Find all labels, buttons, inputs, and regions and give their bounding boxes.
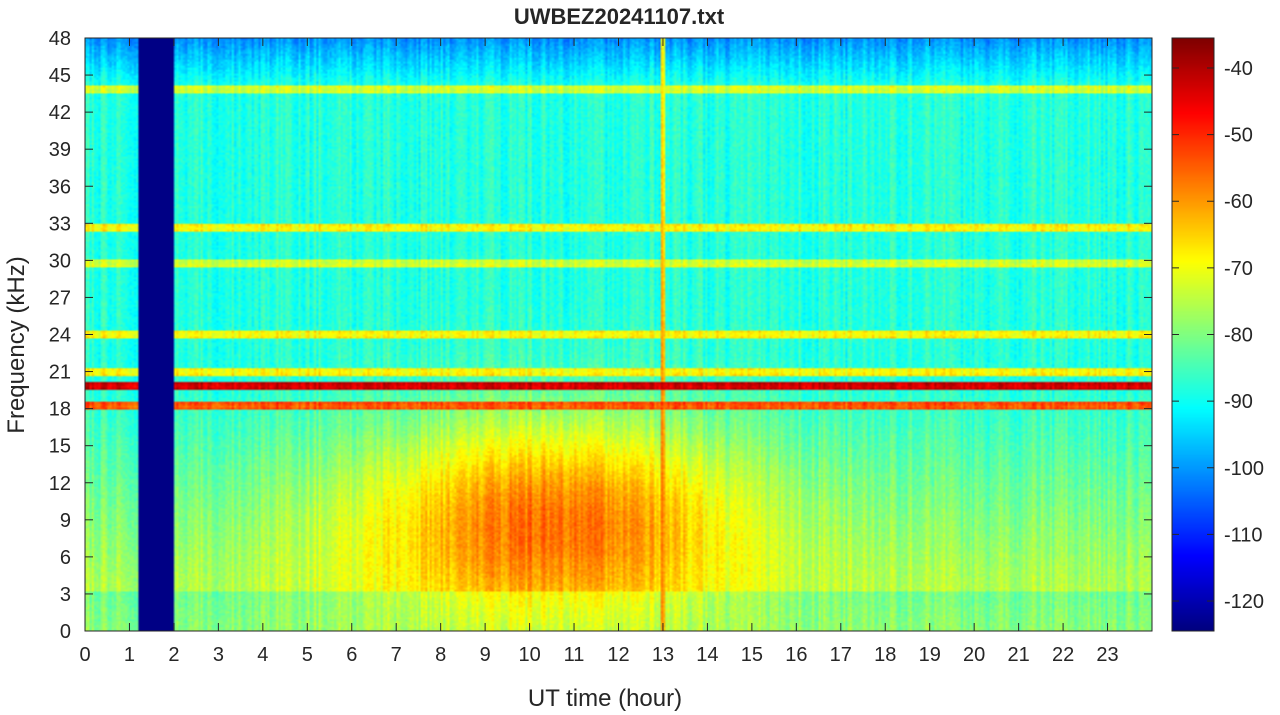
x-tick-label: 20 bbox=[963, 644, 985, 666]
y-tick-label: 24 bbox=[49, 325, 71, 347]
colorbar-tick-label: -90 bbox=[1224, 391, 1253, 413]
x-tick-label: 6 bbox=[346, 644, 357, 666]
y-tick-label: 33 bbox=[49, 213, 71, 235]
spectrogram-image bbox=[85, 38, 1152, 631]
x-tick-label: 7 bbox=[391, 644, 402, 666]
y-tick-label: 15 bbox=[49, 436, 71, 458]
x-tick-label: 23 bbox=[1096, 644, 1118, 666]
colorbar-tick-label: -110 bbox=[1224, 524, 1263, 546]
colorbar-tick-label: -100 bbox=[1224, 458, 1264, 480]
x-tick-label: 4 bbox=[257, 644, 268, 666]
y-tick-label: 18 bbox=[49, 399, 71, 421]
x-tick-label: 15 bbox=[741, 644, 763, 666]
colorbar-tick-label: -120 bbox=[1224, 591, 1264, 613]
x-tick-label: 10 bbox=[518, 644, 540, 666]
x-tick-label: 0 bbox=[79, 644, 90, 666]
y-tick-label: 9 bbox=[60, 510, 71, 532]
y-tick-label: 3 bbox=[60, 584, 71, 606]
x-tick-label: 16 bbox=[785, 644, 807, 666]
y-tick-label: 30 bbox=[49, 250, 71, 272]
colorbar-tick-label: -60 bbox=[1224, 191, 1253, 213]
colorbar: -40 -50 -60 -70 -80 -90 -100 -110 -120 bbox=[1171, 37, 1264, 632]
colorbar-ticks: -40 -50 -60 -70 -80 -90 -100 -110 -120 bbox=[1172, 58, 1264, 613]
x-tick-label: 2 bbox=[168, 644, 179, 666]
x-tick-label: 5 bbox=[302, 644, 313, 666]
x-tick-label: 13 bbox=[652, 644, 674, 666]
x-tick-label: 8 bbox=[435, 644, 446, 666]
colorbar-tick-label: -50 bbox=[1224, 125, 1253, 147]
y-tick-label: 45 bbox=[49, 65, 71, 87]
colorbar-tick-label: -80 bbox=[1224, 325, 1253, 347]
colorbar-tick-label: -40 bbox=[1224, 58, 1253, 80]
x-tick-label: 14 bbox=[696, 644, 718, 666]
y-axis-label: Frequency (kHz) bbox=[3, 256, 30, 433]
x-tick-label: 3 bbox=[213, 644, 224, 666]
x-axis: 0 1 2 3 4 5 6 7 8 9 10 11 12 13 14 15 16 17 18 19 20 21 22 23 bbox=[79, 38, 1119, 666]
x-tick-label: 11 bbox=[564, 644, 585, 666]
y-tick-label: 6 bbox=[60, 547, 71, 569]
spectrogram-plot-area: 0 1 2 3 4 5 6 7 8 9 10 11 12 13 14 15 16 17 18 19 20 21 22 23 0… bbox=[49, 28, 1153, 666]
y-tick-label: 42 bbox=[49, 102, 71, 124]
chart-title: UWBEZ20241107.txt bbox=[514, 4, 725, 29]
x-tick-label: 22 bbox=[1052, 644, 1074, 666]
x-tick-label: 21 bbox=[1008, 644, 1030, 666]
x-tick-label: 9 bbox=[480, 644, 491, 666]
y-tick-label: 0 bbox=[60, 621, 71, 643]
x-tick-label: 1 bbox=[124, 644, 135, 666]
x-axis-label: UT time (hour) bbox=[528, 685, 682, 712]
y-tick-label: 36 bbox=[49, 176, 71, 198]
y-tick-label: 48 bbox=[49, 28, 71, 50]
y-tick-label: 12 bbox=[49, 473, 71, 495]
y-tick-label: 21 bbox=[49, 362, 71, 384]
x-tick-label: 18 bbox=[874, 644, 896, 666]
colorbar-tick-label: -70 bbox=[1224, 258, 1253, 280]
x-tick-label: 12 bbox=[607, 644, 629, 666]
y-tick-label: 27 bbox=[49, 287, 71, 309]
x-tick-label: 17 bbox=[830, 644, 852, 666]
y-tick-label: 39 bbox=[49, 139, 71, 161]
x-tick-label: 19 bbox=[919, 644, 941, 666]
